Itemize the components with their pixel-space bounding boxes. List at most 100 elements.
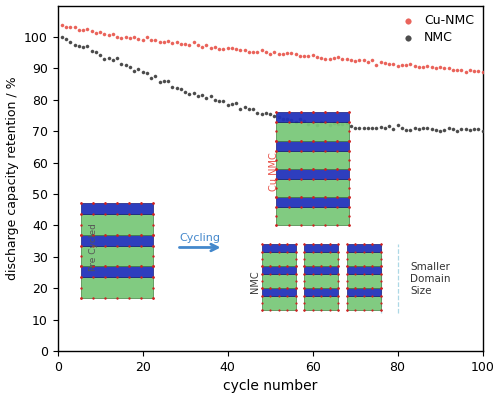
Cu-NMC (138, 37, 146, 43)
Point (344, 156, 352, 163)
Point (344, 222, 352, 229)
Point (138, 211, 145, 218)
Cu-NMC (84, 26, 92, 32)
Cu-NMC (326, 56, 334, 63)
Cu-NMC (398, 62, 406, 68)
NMC (283, 116, 291, 122)
Point (300, 285, 308, 292)
Point (283, 263, 291, 270)
Polygon shape (276, 207, 348, 225)
NMC (338, 121, 346, 127)
Point (344, 166, 352, 172)
Point (292, 293, 300, 299)
Point (258, 300, 266, 306)
Point (342, 241, 350, 247)
Point (274, 285, 282, 292)
Point (342, 307, 350, 314)
Point (274, 293, 282, 299)
Polygon shape (304, 274, 338, 288)
Cu-NMC (58, 22, 66, 29)
Point (300, 285, 308, 292)
NMC (152, 73, 160, 79)
Point (300, 300, 308, 306)
Cu-NMC (254, 48, 262, 55)
Point (326, 307, 334, 314)
NMC (147, 74, 155, 81)
Point (296, 109, 304, 116)
Point (150, 253, 158, 259)
Point (284, 109, 292, 116)
Point (300, 241, 308, 247)
NMC (376, 124, 384, 130)
Point (344, 166, 352, 172)
Point (300, 271, 308, 277)
Point (150, 232, 158, 238)
Polygon shape (346, 274, 380, 288)
Point (308, 293, 316, 299)
Text: Pre Cycled: Pre Cycled (90, 223, 98, 271)
Point (274, 271, 282, 277)
Point (292, 263, 300, 270)
Point (300, 271, 308, 277)
Point (113, 200, 121, 207)
Point (284, 176, 292, 182)
Point (283, 285, 291, 292)
Point (344, 109, 352, 116)
Point (308, 241, 316, 247)
Point (113, 200, 121, 207)
Point (258, 285, 266, 292)
Cu-NMC (381, 60, 389, 66)
Point (342, 307, 350, 314)
Point (344, 147, 352, 154)
Point (296, 138, 304, 144)
Point (266, 241, 274, 247)
Point (292, 285, 300, 292)
NMC (410, 125, 418, 131)
Point (317, 271, 325, 277)
Point (284, 138, 292, 144)
Polygon shape (81, 215, 154, 235)
NMC (402, 126, 410, 133)
Point (274, 307, 282, 314)
Point (326, 293, 334, 299)
Point (342, 271, 350, 277)
NMC (279, 116, 287, 122)
Point (113, 232, 121, 238)
Point (308, 285, 316, 292)
Cu-NMC (376, 59, 384, 65)
Point (308, 138, 316, 144)
Polygon shape (304, 267, 338, 274)
Point (89, 211, 97, 218)
Point (292, 241, 300, 247)
Cu-NMC (168, 40, 176, 47)
Point (89, 263, 97, 270)
Cu-NMC (240, 47, 248, 53)
Point (320, 138, 328, 144)
Point (113, 274, 121, 280)
Point (272, 156, 280, 163)
Point (342, 263, 350, 270)
Text: Cu NMC: Cu NMC (270, 153, 280, 192)
Cu-NMC (313, 54, 321, 61)
Point (296, 109, 304, 116)
Point (300, 249, 308, 255)
Point (326, 271, 334, 277)
Cu-NMC (164, 38, 172, 45)
Point (376, 307, 384, 314)
Point (376, 271, 384, 277)
NMC (308, 119, 316, 125)
Point (344, 128, 352, 134)
NMC (296, 116, 304, 122)
Cu-NMC (224, 45, 232, 51)
Point (300, 307, 308, 314)
Cu-NMC (113, 34, 121, 40)
NMC (215, 98, 223, 104)
Point (258, 263, 266, 270)
Point (351, 271, 359, 277)
Point (332, 138, 340, 144)
Point (334, 256, 342, 263)
NMC (202, 95, 210, 101)
Cu-NMC (88, 28, 96, 34)
NMC (372, 125, 380, 131)
Point (368, 241, 376, 247)
